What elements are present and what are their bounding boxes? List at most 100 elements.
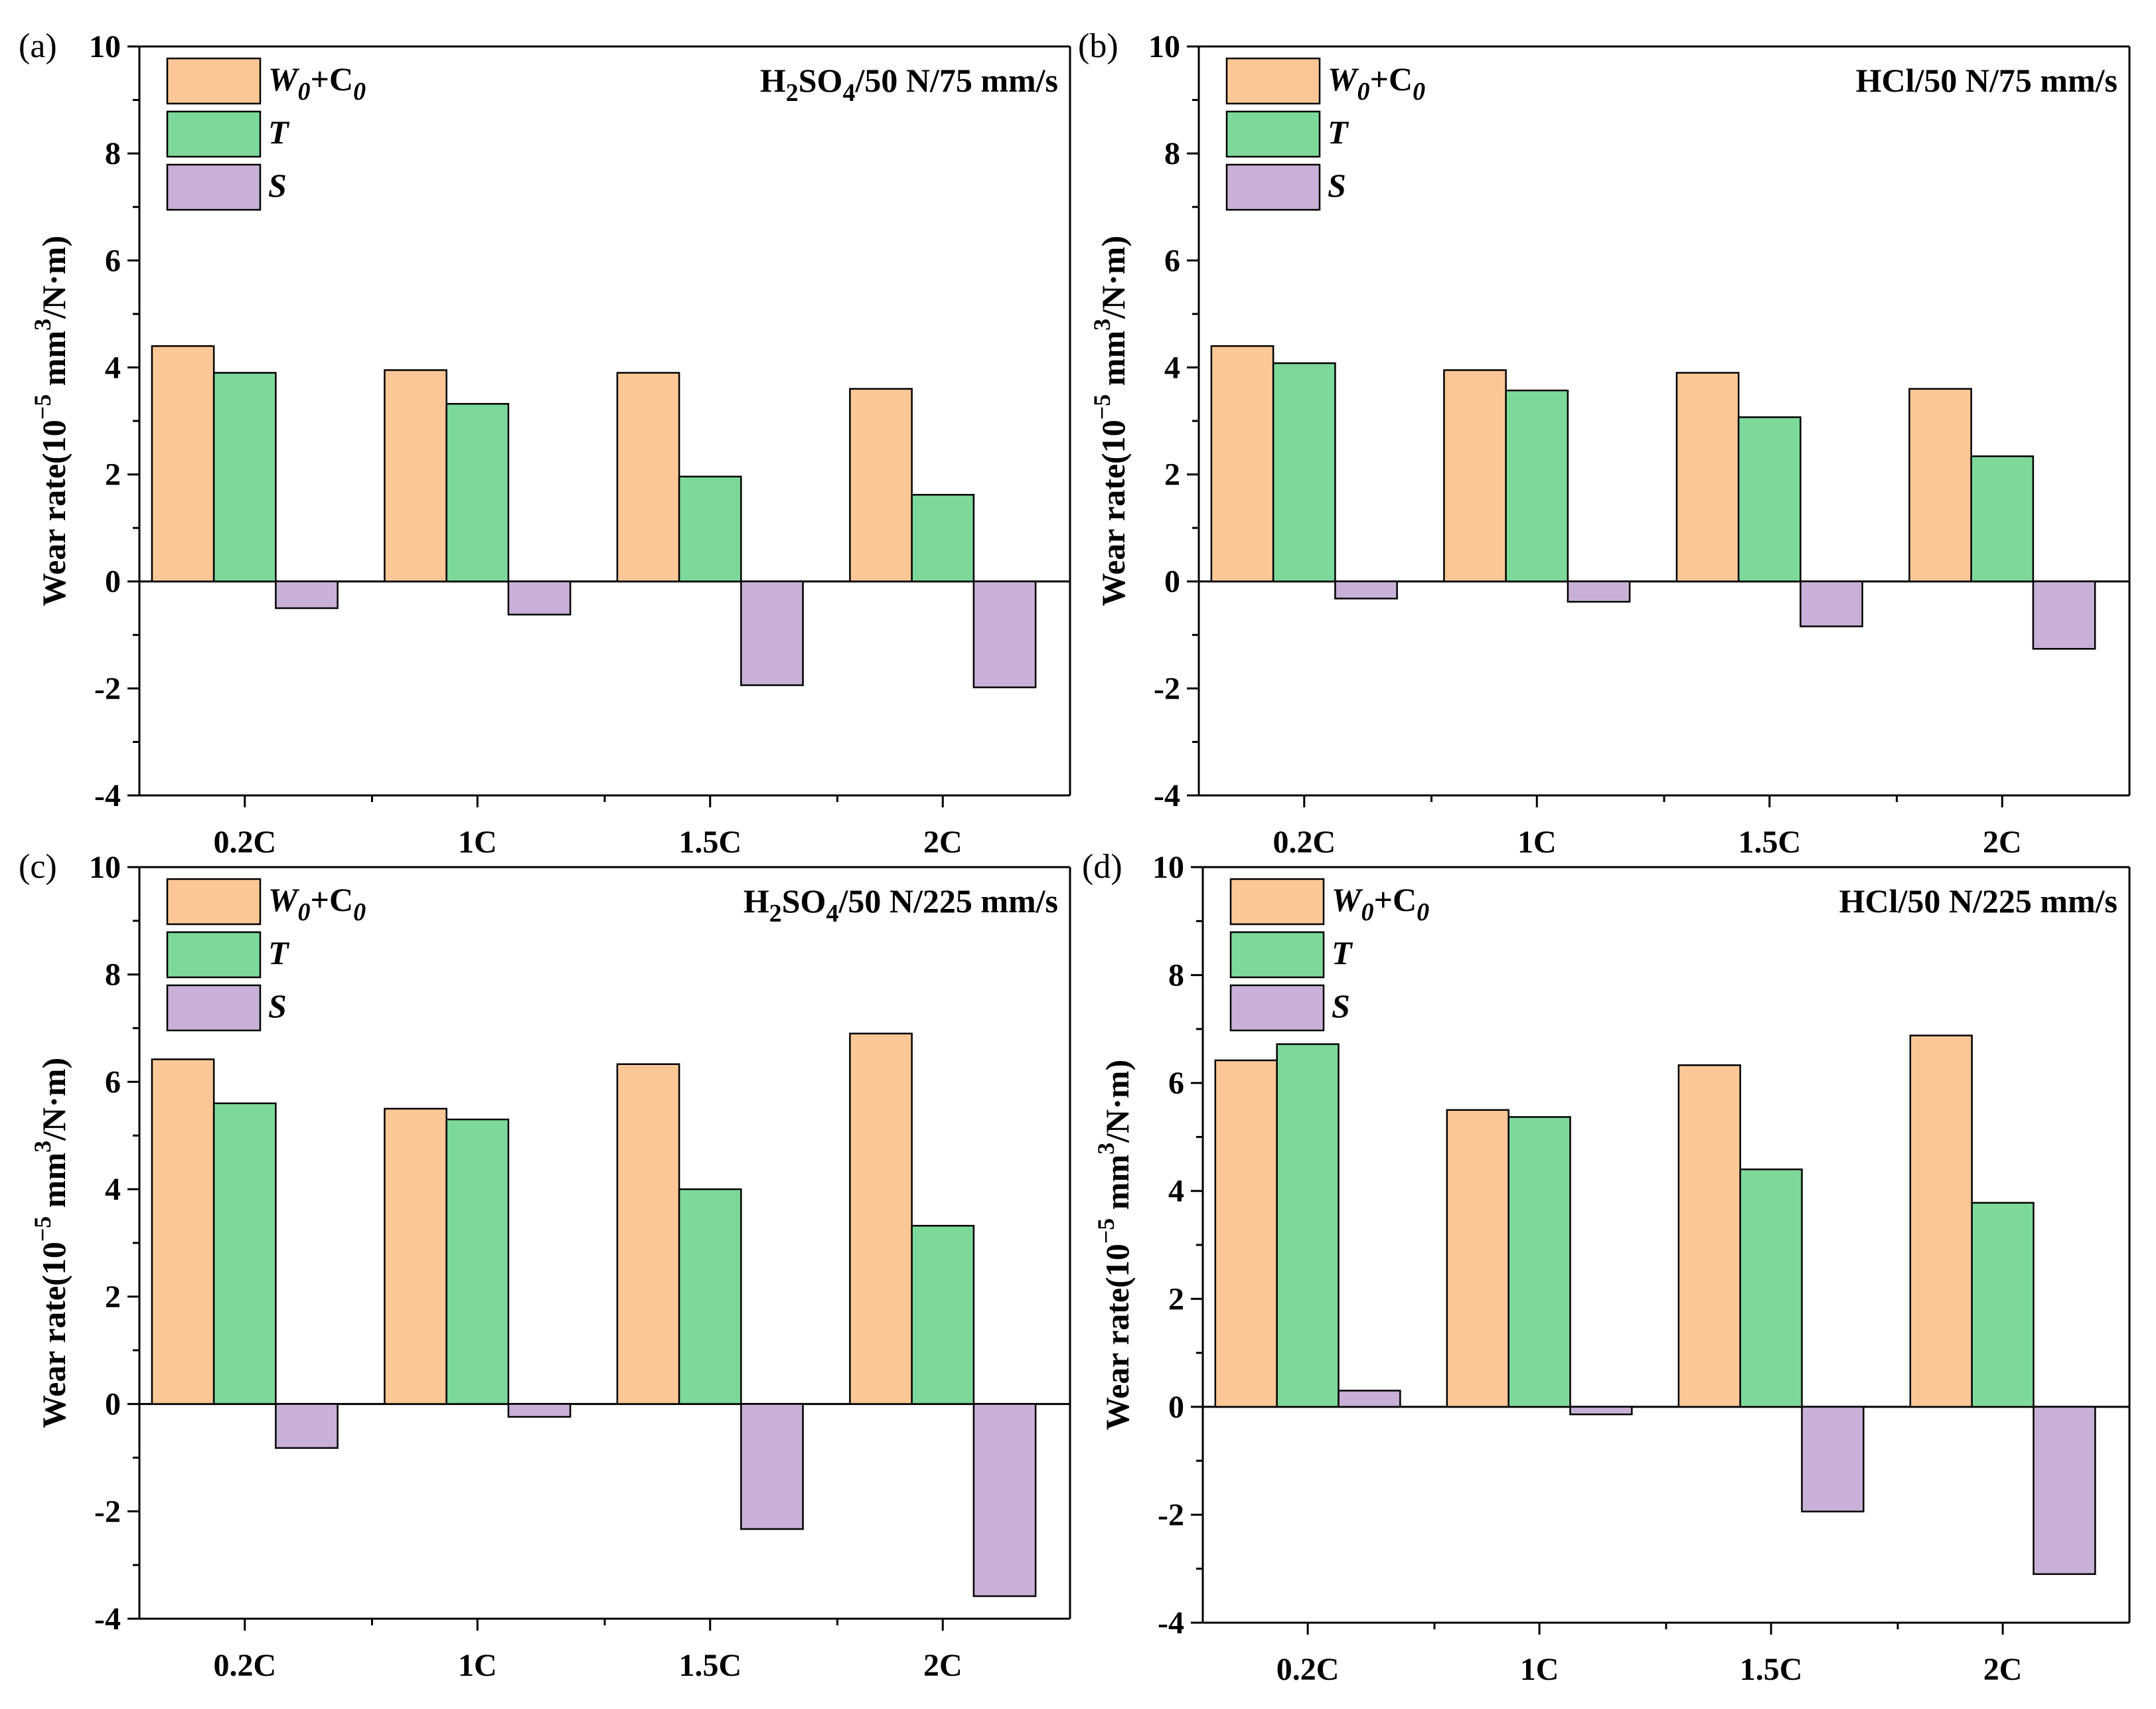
x-category-label: 1.5C	[678, 1648, 741, 1683]
bar-s-1C	[507, 580, 572, 615]
condition-label: HCl/50 N/75 mm/s	[1856, 62, 2118, 99]
bar-w0c0-2C	[1909, 1034, 1973, 1408]
bar-t-0_2C	[1272, 362, 1336, 582]
legend-swatch-t	[1229, 931, 1325, 979]
bar-s-2C	[2033, 1406, 2096, 1576]
x-category-label: 2C	[923, 1648, 963, 1683]
y-tick-label: 2	[105, 457, 121, 493]
bar-t-1C	[1507, 1116, 1571, 1408]
y-tick-label: 8	[105, 136, 121, 171]
y-axis-title: Wear rate(10−5 mm3/N·m)	[29, 236, 72, 606]
x-category-label: 1C	[1520, 1652, 1559, 1687]
x-category-label: 2C	[923, 825, 963, 860]
bar-t-1_5C	[1737, 416, 1802, 582]
bar-s-1C	[1567, 580, 1631, 603]
legend-swatch-t	[1225, 110, 1321, 158]
bar-s-1C	[507, 1403, 572, 1418]
legend: W0+C0 TS	[1229, 878, 1429, 1032]
legend-swatch-s	[1225, 163, 1321, 211]
bar-w0c0-1C	[384, 369, 447, 582]
bar-t-2C	[1971, 1202, 2035, 1408]
legend: W0+C0 TS	[1225, 57, 1425, 211]
condition-label: HCl/50 N/225 mm/s	[1839, 882, 2118, 920]
panel-label: (c)	[19, 848, 57, 886]
bar-s-2C	[972, 580, 1037, 689]
legend-label-t: T	[1328, 114, 1349, 151]
panel-label: (b)	[1078, 27, 1118, 65]
bar-t-2C	[911, 1224, 975, 1405]
chart-panel-d: -4 -2 0 2 4 6 8 10 0.2C 1C 1.5C 2C Wear rate(10−5 mm…	[1082, 848, 2131, 1687]
panel-label: (a)	[19, 27, 57, 65]
bar-w0c0-1_5C	[1675, 372, 1740, 582]
legend-swatch-w0c0	[1229, 878, 1325, 926]
legend-swatch-s	[1229, 984, 1325, 1032]
bar-t-2C	[1970, 455, 2035, 582]
bar-s-2C	[972, 1403, 1037, 1597]
bar-s-0_2C	[275, 1403, 339, 1449]
legend-label-s: S	[1332, 987, 1350, 1024]
bar-s-1_5C	[740, 580, 804, 687]
y-tick-label: -4	[94, 778, 121, 813]
y-tick-label: 0	[1164, 564, 1180, 600]
bar-w0c0-2C	[1908, 388, 1972, 582]
legend-swatch-w0c0	[166, 878, 262, 926]
bar-s-0_2C	[1334, 580, 1398, 600]
bar-t-1_5C	[678, 475, 742, 582]
legend-label-s: S	[268, 987, 287, 1024]
bar-s-0_2C	[275, 580, 339, 610]
bar-s-1_5C	[740, 1403, 804, 1530]
bar-w0c0-0_2C	[1214, 1059, 1278, 1408]
y-tick-label: -2	[1158, 1497, 1184, 1532]
y-tick-label: 2	[105, 1279, 121, 1315]
y-tick-label: -4	[94, 1601, 121, 1637]
y-tick-label: -2	[94, 1494, 121, 1529]
bar-t-1C	[445, 1118, 510, 1405]
y-tick-label: 6	[1168, 1066, 1184, 1101]
bar-w0c0-2C	[849, 388, 913, 582]
x-category-label: 0.2C	[213, 1648, 276, 1683]
y-tick-label: 10	[89, 850, 121, 885]
y-tick-label: -4	[1158, 1605, 1184, 1641]
legend: W0+C0 TS	[166, 878, 366, 1032]
legend-label-w0c0: W0+C0	[268, 881, 366, 926]
y-tick-label: 0	[105, 564, 121, 600]
legend-swatch-w0c0	[166, 57, 262, 105]
y-tick-label: 10	[89, 29, 121, 64]
legend-swatch-t	[166, 110, 262, 158]
x-category-label: 1.5C	[1740, 1652, 1803, 1687]
chart-panel-a: -4 -2 0 2 4 6 8 10 0.2C 1C 1.5C 2C Wear rate(10−5 mm…	[19, 27, 1071, 860]
y-tick-label: 10	[1152, 850, 1184, 885]
bar-t-0_2C	[212, 1102, 277, 1405]
y-tick-label: 6	[105, 243, 121, 278]
y-tick-label: 4	[105, 1172, 121, 1207]
bar-w0c0-1_5C	[1677, 1064, 1741, 1408]
x-category-label: 1C	[458, 825, 497, 860]
y-tick-label: 6	[105, 1064, 121, 1099]
y-tick-label: 8	[105, 957, 121, 993]
condition-label: H2SO4/50 N/75 mm/s	[760, 62, 1058, 107]
y-tick-label: 0	[1168, 1390, 1184, 1425]
legend-label-s: S	[268, 167, 287, 204]
y-tick-label: 2	[1164, 457, 1180, 493]
bar-s-1C	[1569, 1406, 1633, 1416]
bar-t-1_5C	[678, 1188, 742, 1405]
legend: W0+C0 TS	[166, 57, 366, 211]
bar-w0c0-1_5C	[616, 372, 680, 582]
y-tick-label: 2	[1168, 1281, 1184, 1317]
bar-s-1_5C	[1801, 1406, 1865, 1512]
x-category-label: 1C	[1517, 825, 1557, 860]
y-tick-label: 10	[1148, 29, 1180, 64]
y-tick-label: 0	[105, 1387, 121, 1422]
y-tick-label: 8	[1168, 958, 1184, 993]
legend-label-s: S	[1328, 167, 1346, 204]
x-category-label: 1C	[458, 1648, 497, 1683]
legend-label-t: T	[1332, 934, 1353, 971]
y-axis-title: Wear rate(10−5 mm3/N·m)	[29, 1058, 72, 1428]
condition-label: H2SO4/50 N/225 mm/s	[743, 882, 1058, 928]
y-axis-title: Wear rate(10−5 mm3/N·m)	[1093, 1060, 1136, 1430]
bar-w0c0-0_2C	[151, 345, 215, 582]
y-tick-label: -4	[1154, 778, 1180, 813]
legend-swatch-w0c0	[1225, 57, 1321, 105]
x-category-label: 2C	[1983, 1652, 2023, 1687]
bar-w0c0-0_2C	[151, 1058, 215, 1405]
